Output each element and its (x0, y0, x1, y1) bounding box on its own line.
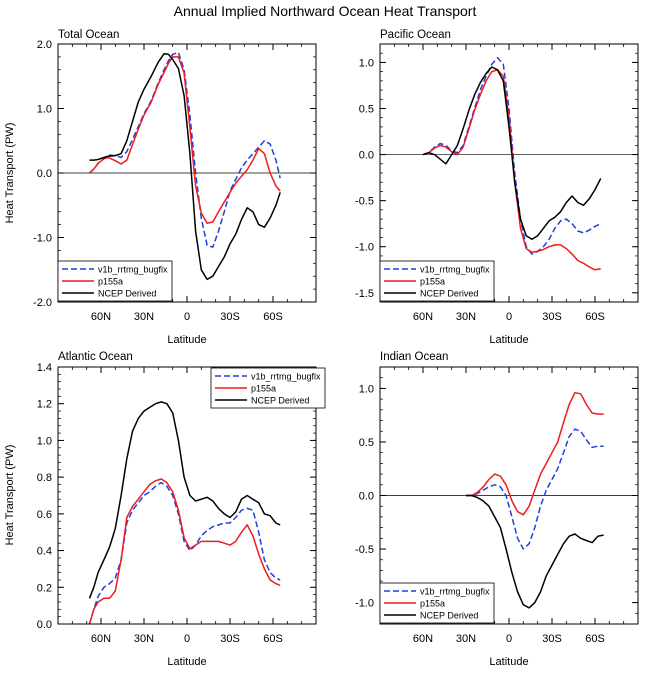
figure-title: Annual Implied Northward Ocean Heat Tran… (174, 3, 477, 19)
x-tick-label: 60N (91, 311, 111, 323)
series-line-v1b-rrtmg-bugfix (88, 481, 281, 625)
series-line-p155a (88, 56, 281, 225)
legend-label: p155a (420, 599, 445, 609)
panel-pacific-ocean: Pacific Ocean Latitude 60N 30N 0 30S 60S -1.5… (355, 29, 639, 346)
y-tick-label: 0.2 (37, 582, 52, 594)
y-tick-label: -1.0 (355, 598, 374, 610)
y-axis-label: Heat Transport (PW) (4, 123, 16, 224)
y-tick-label: 0.8 (37, 472, 52, 484)
y-tick-label: 0.0 (37, 619, 52, 631)
panel-title: Indian Ocean (380, 351, 448, 363)
legend-label: p155a (420, 277, 445, 287)
x-tick-label: 0 (184, 311, 190, 323)
series-line-ncep-derived (422, 66, 602, 241)
y-tick-label: 0.6 (37, 509, 52, 521)
y-tick-label: -2.0 (33, 297, 52, 309)
x-tick-label: 0 (184, 633, 190, 645)
y-tick-label: 1.0 (359, 383, 374, 395)
x-tick-label: 30S (220, 633, 240, 645)
y-tick-label: 1.0 (359, 57, 374, 69)
x-axis-label: Latitude (167, 656, 206, 668)
panel-indian-ocean: Indian Ocean Latitude 60N 30N 0 30S 60S -1.0 -… (355, 351, 639, 668)
panel-title: Atlantic Ocean (58, 351, 133, 363)
legend-label: NCEP Derived (420, 611, 478, 621)
series-line-v1b-rrtmg-bugfix (88, 51, 281, 248)
legend-label: v1b_rrtmg_bugfix (420, 587, 490, 597)
y-tick-label: 0.0 (359, 491, 374, 503)
x-tick-label: 30S (542, 633, 562, 645)
legend-label: v1b_rrtmg_bugfix (98, 265, 168, 275)
legend-label: v1b_rrtmg_bugfix (251, 372, 321, 382)
series-line-v1b-rrtmg-bugfix (422, 57, 602, 255)
legend-label: NCEP Derived (251, 396, 309, 406)
x-tick-label: 30S (220, 311, 240, 323)
y-tick-label: 1.4 (37, 362, 52, 374)
panel-title: Pacific Ocean (380, 29, 451, 41)
legend-label: NCEP Derived (98, 289, 156, 299)
y-tick-label: 0.5 (359, 104, 374, 116)
panel-atlantic-ocean: Atlantic Ocean Latitude Heat Transport (… (4, 351, 326, 668)
y-tick-label: 0.0 (37, 168, 52, 180)
legend: v1b_rrtmg_bugfix p155a NCEP Derived (57, 260, 173, 302)
panel-total-ocean: Total Ocean Latitude Heat Transport (PW)… (4, 29, 317, 346)
x-tick-label: 30N (456, 633, 476, 645)
y-tick-label: -1.0 (355, 242, 374, 254)
legend-label: NCEP Derived (420, 289, 478, 299)
y-tick-label: 0.0 (359, 150, 374, 162)
y-tick-label: -0.5 (355, 196, 374, 208)
series-line-ncep-derived (89, 52, 281, 281)
y-tick-label: -1.0 (33, 233, 52, 245)
x-axis-label: Latitude (489, 656, 528, 668)
x-tick-label: 0 (506, 633, 512, 645)
y-tick-label: 1.0 (37, 435, 52, 447)
y-tick-label: 0.4 (37, 546, 52, 558)
x-tick-label: 30N (134, 311, 154, 323)
x-tick-label: 60S (263, 633, 283, 645)
x-tick-label: 60S (263, 311, 283, 323)
x-axis-label: Latitude (489, 334, 528, 346)
series-line-ncep-derived (88, 401, 281, 599)
x-tick-label: 30N (134, 633, 154, 645)
series-line-p155a (88, 478, 281, 625)
panel-title: Total Ocean (58, 29, 119, 41)
y-tick-label: 1.2 (37, 399, 52, 411)
y-tick-label: -1.5 (355, 288, 374, 300)
y-tick-label: 0.5 (359, 437, 374, 449)
x-tick-label: 60N (413, 633, 433, 645)
y-tick-label: 1.0 (37, 104, 52, 116)
legend: v1b_rrtmg_bugfix p155a NCEP Derived (210, 367, 326, 409)
x-tick-label: 0 (506, 311, 512, 323)
x-tick-label: 60N (413, 311, 433, 323)
x-tick-label: 60S (585, 633, 605, 645)
x-tick-label: 60S (585, 311, 605, 323)
x-tick-label: 60N (91, 633, 111, 645)
x-tick-label: 30S (542, 311, 562, 323)
y-tick-label: 2.0 (37, 39, 52, 51)
legend-box (379, 260, 495, 302)
legend-label: p155a (98, 277, 123, 287)
legend: v1b_rrtmg_bugfix p155a NCEP Derived (379, 260, 495, 302)
legend-label: p155a (251, 384, 276, 394)
series-line-p155a (422, 69, 601, 271)
legend-label: v1b_rrtmg_bugfix (420, 265, 490, 275)
y-axis-label: Heat Transport (PW) (4, 445, 16, 546)
x-tick-label: 30N (456, 311, 476, 323)
legend: v1b_rrtmg_bugfix p155a NCEP Derived (379, 582, 495, 624)
series-line-v1b-rrtmg-bugfix (466, 428, 604, 550)
series-line-p155a (466, 391, 604, 516)
series-line-ncep-derived (466, 494, 604, 609)
y-tick-label: -0.5 (355, 544, 374, 556)
x-axis-label: Latitude (167, 334, 206, 346)
